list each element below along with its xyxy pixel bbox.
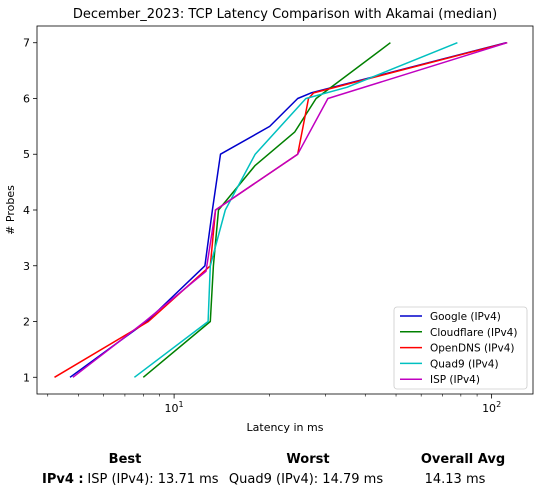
y-tick-label: 2 xyxy=(23,316,30,329)
y-tick-label: 6 xyxy=(23,92,30,105)
summary-best-value: ISP (IPv4): 13.71 ms xyxy=(87,472,219,487)
legend-box xyxy=(393,306,528,390)
series-line-quad9-ipv4 xyxy=(133,42,458,378)
x-tick-label: 102 xyxy=(482,400,501,415)
legend-label-isp-ipv4: ISP (IPv4) xyxy=(430,374,480,386)
y-axis-label: # Probes xyxy=(4,185,17,235)
summary-worst-value: Quad9 (IPv4): 14.79 ms xyxy=(228,472,384,487)
series-line-google-ipv4 xyxy=(69,41,507,378)
summary-row-label: IPv4 : xyxy=(42,472,84,487)
legend-label-opendns-ipv4: OpenDNS (IPv4) xyxy=(430,343,515,355)
x-axis-label: Latency in ms xyxy=(247,421,324,434)
y-tick-label: 5 xyxy=(23,148,30,161)
y-tick-label: 1 xyxy=(23,371,30,384)
x-tick-label: 101 xyxy=(165,400,184,415)
y-tick-label: 4 xyxy=(23,204,30,217)
series-line-isp-ipv4 xyxy=(72,41,508,378)
legend-label-quad9-ipv4: Quad9 (IPv4) xyxy=(430,358,499,370)
summary-avg-header: Overall Avg xyxy=(420,452,506,467)
chart-legend: Google (IPv4) Cloudflare (IPv4) OpenDNS (I… xyxy=(393,306,528,390)
legend-label-cloudflare-ipv4: Cloudflare (IPv4) xyxy=(430,327,517,339)
summary-best-header: Best xyxy=(108,452,142,467)
y-tick-label: 3 xyxy=(23,260,30,273)
summary-avg-value: 14.13 ms xyxy=(424,472,486,487)
summary-worst-header: Worst xyxy=(286,452,330,467)
y-tick-label: 7 xyxy=(23,37,30,50)
legend-label-google-ipv4: Google (IPv4) xyxy=(430,311,501,323)
chart-title: December_2023: TCP Latency Comparison wi… xyxy=(73,7,497,22)
